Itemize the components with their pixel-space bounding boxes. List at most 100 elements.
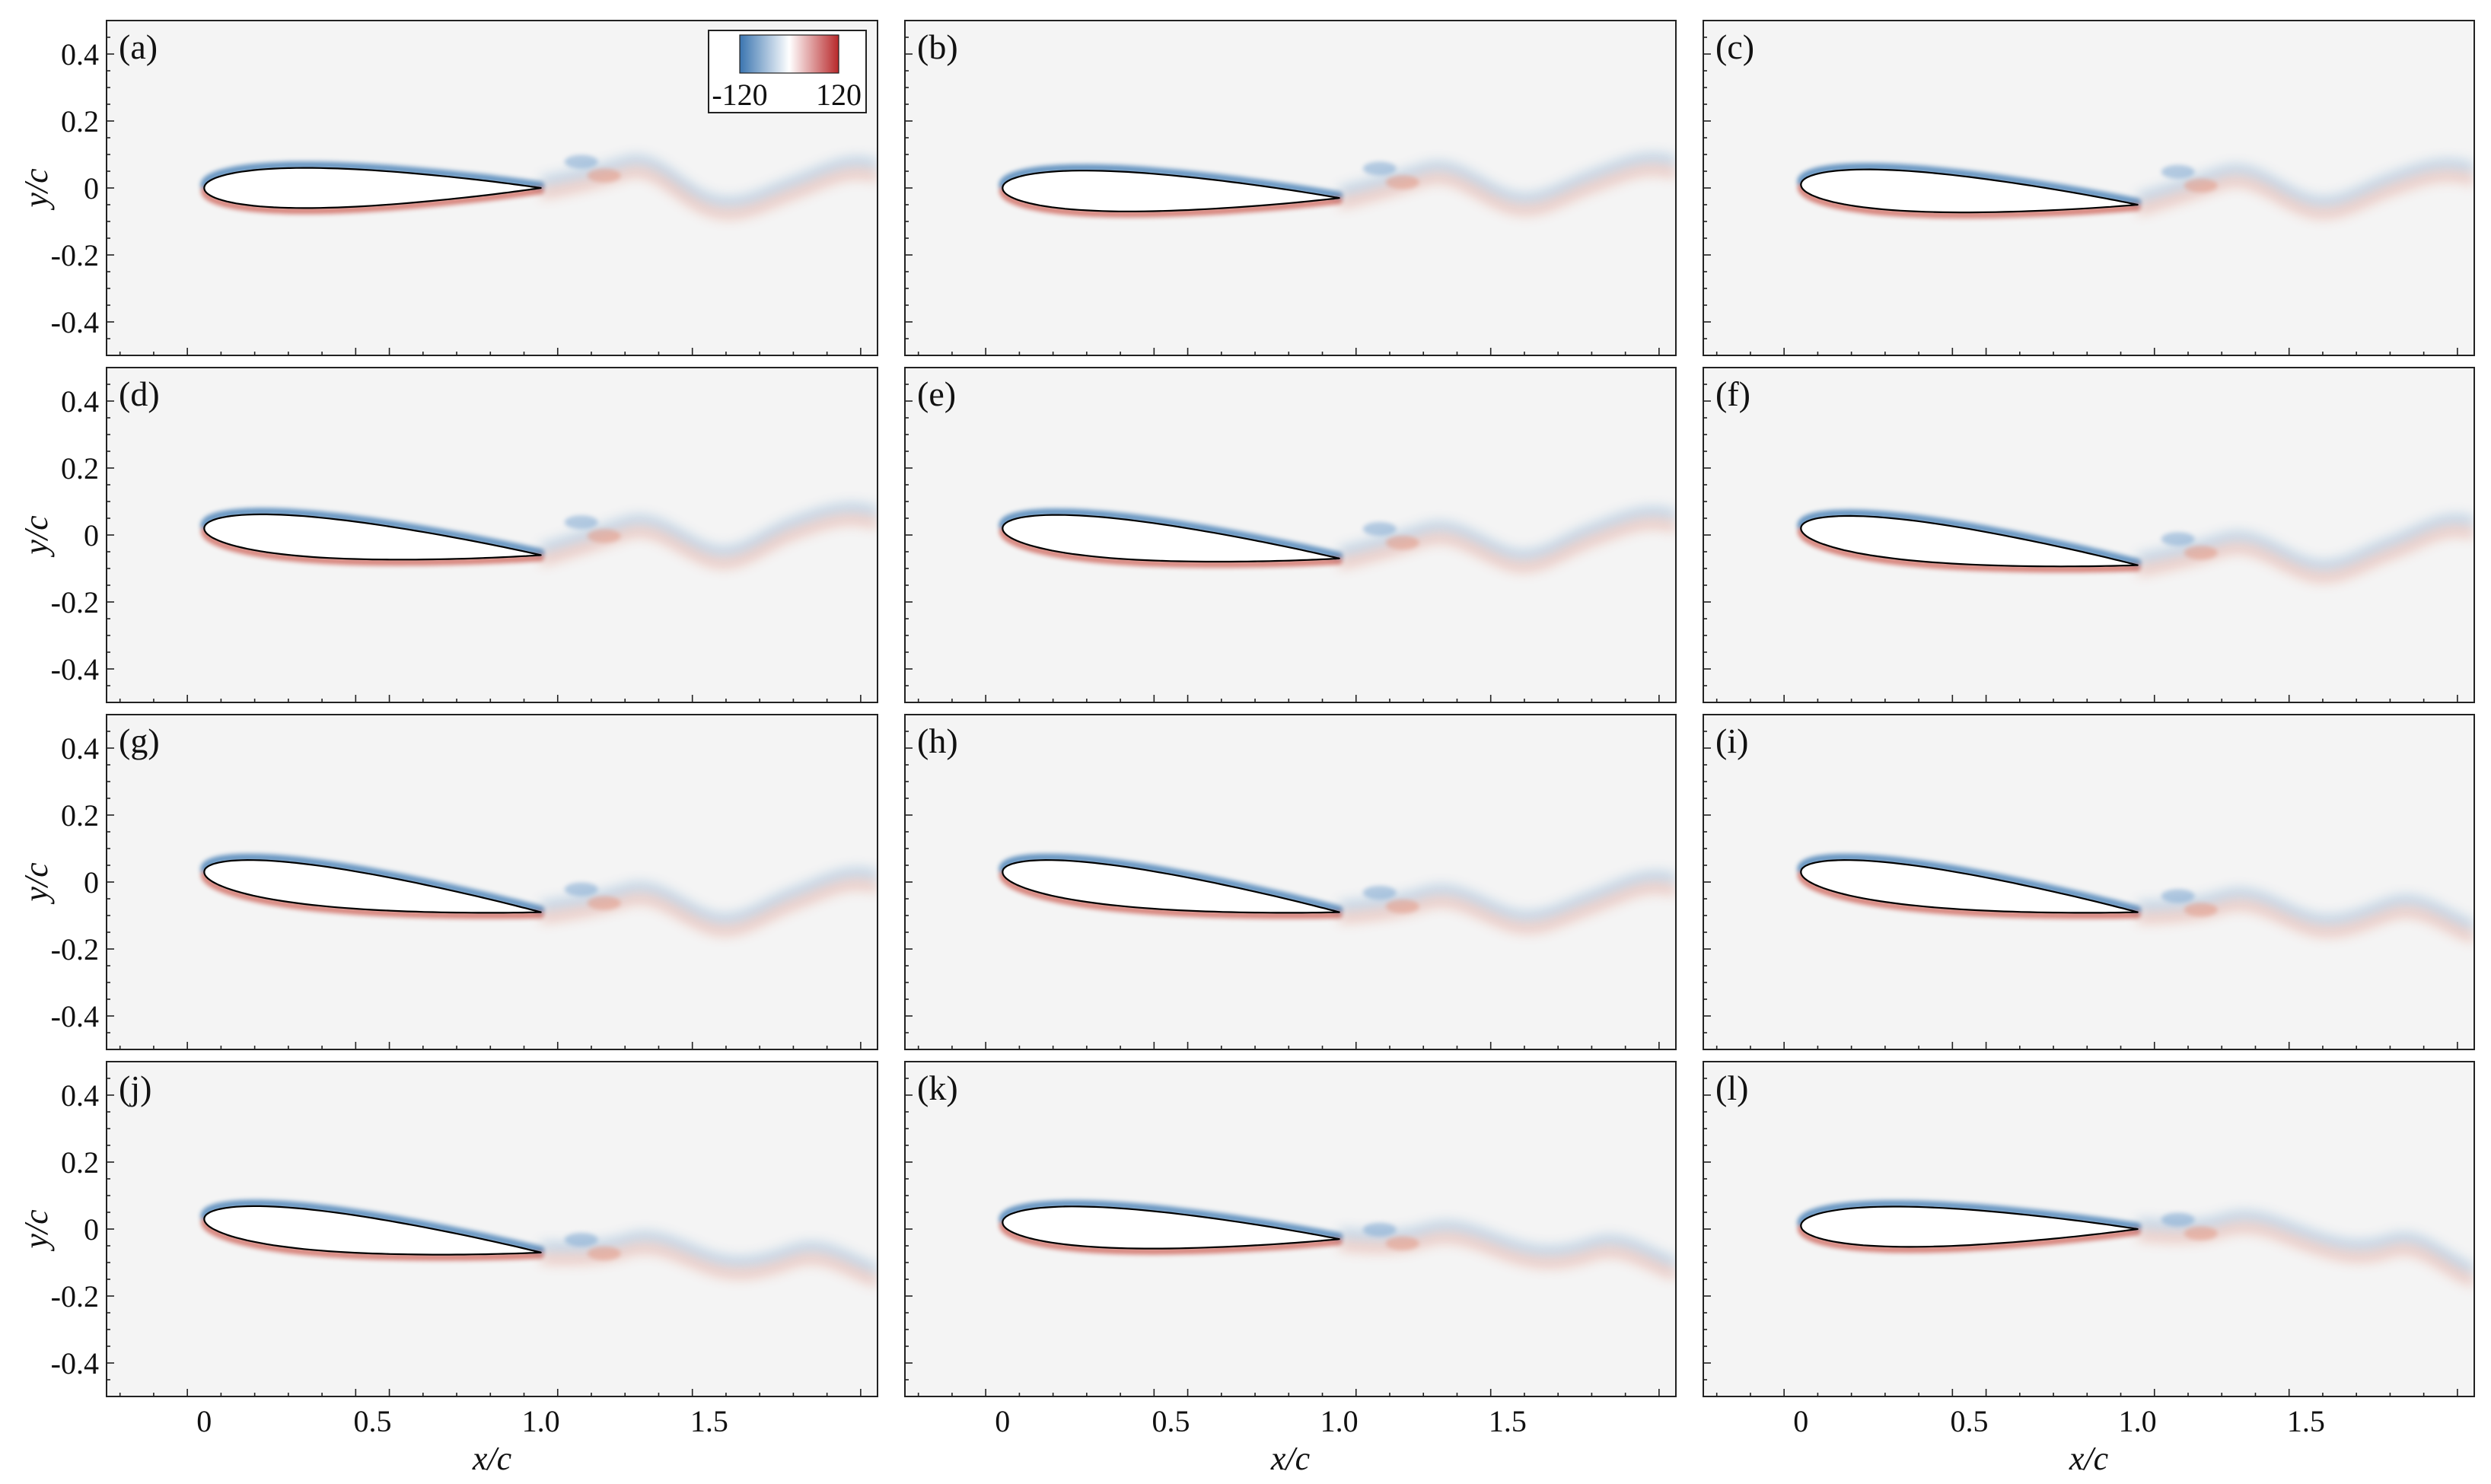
wake-vortex-blue [564, 154, 598, 169]
panel-label: (l) [1715, 1068, 1748, 1107]
x-tick-label: 1.0 [1320, 1404, 1359, 1438]
upper-shear-layer [999, 853, 1343, 914]
upper-shear-layer [999, 1199, 1343, 1240]
y-tick-label: 0.4 [61, 384, 99, 419]
wake-vortex-blue [2161, 532, 2195, 546]
y-axis-label: y/c [18, 1209, 55, 1252]
wake-vortex-red [587, 896, 621, 910]
wake-vortex-blue [564, 1233, 598, 1247]
wake-vortex-blue [2161, 1212, 2195, 1227]
wake-vortex-red [1385, 1236, 1419, 1250]
vorticity-field [999, 507, 1676, 572]
y-tick-label: -0.2 [51, 238, 99, 272]
airfoil [203, 167, 542, 209]
vorticity-field [999, 153, 1676, 218]
airfoil [1800, 858, 2139, 914]
upper-shear-layer [1797, 509, 2142, 567]
vorticity-field [1797, 509, 2474, 582]
y-tick-label: 0.2 [61, 451, 99, 486]
x-tick-label: 0 [995, 1404, 1010, 1438]
wake-vortex-red [587, 529, 621, 543]
y-tick-label: 0.4 [61, 1078, 99, 1113]
wake-vortex-red [1385, 900, 1419, 913]
y-tick-label: 0 [84, 171, 99, 205]
wake-vortex-red [1385, 175, 1419, 189]
lower-shear-layer [999, 871, 1343, 919]
panel-k: 0 0.5 1.0 1.5 x/c (k) [904, 1061, 1677, 1477]
airfoil [1800, 514, 2139, 568]
wake-vortex-blue [1362, 886, 1397, 900]
upper-shear-layer [1797, 853, 2142, 914]
panel-f: (f) [1703, 367, 2475, 703]
airfoil [1002, 514, 1340, 563]
vorticity-field [200, 154, 878, 219]
upper-shear-layer [999, 508, 1343, 560]
airfoil [1002, 858, 1340, 914]
lower-shear-layer [1797, 183, 2142, 219]
vorticity-field [1797, 159, 2474, 219]
vorticity-field [999, 1199, 1676, 1280]
vorticity-field [200, 1199, 878, 1287]
colorbar-max-label: 120 [816, 78, 862, 112]
airfoil [1002, 1205, 1340, 1250]
lower-shear-layer [1797, 527, 2142, 573]
upper-shear-layer [1797, 163, 2142, 206]
wake-vortex-blue [1362, 1222, 1397, 1237]
panel-label: (g) [119, 721, 160, 760]
lower-shear-layer [200, 187, 545, 215]
airfoil [203, 858, 542, 914]
wake-vortex-red [2184, 903, 2218, 917]
wake-positive-vorticity [1338, 165, 1676, 215]
upper-shear-layer [200, 161, 545, 189]
x-tick-label: 1.5 [2287, 1404, 2325, 1438]
panel-a: 0.4 0.2 0 -0.2 -0.4 y/c (a) -120 120 [18, 20, 878, 356]
wake-vortex-red [587, 168, 621, 183]
upper-shear-layer [1797, 1200, 2142, 1231]
lower-shear-layer [200, 871, 545, 919]
upper-shear-layer [200, 853, 545, 914]
panel-h: (h) [904, 714, 1677, 1050]
lower-shear-layer [999, 187, 1343, 218]
x-tick-label: 0.5 [1152, 1404, 1190, 1438]
y-axis-label: y/c [18, 168, 55, 211]
lower-shear-layer [200, 1218, 545, 1261]
panel-label: (j) [119, 1068, 151, 1107]
wake-vortex-blue [1362, 161, 1397, 176]
x-tick-label: 0.5 [1950, 1404, 1988, 1438]
panel-label: (h) [917, 721, 958, 760]
lower-shear-layer [1797, 871, 2142, 919]
y-tick-label: -0.4 [51, 1346, 99, 1381]
colorbar-min-label: -120 [712, 78, 767, 112]
vorticity-field [999, 853, 1676, 933]
vorticity-field [1797, 1200, 2474, 1287]
x-tick-label: 1.5 [690, 1404, 728, 1438]
y-tick-label: -0.2 [51, 1279, 99, 1314]
panel-label: (e) [917, 374, 956, 413]
panel-l: 0 0.5 1.0 1.5 x/c (l) [1703, 1061, 2475, 1477]
wake-negative-vorticity [2136, 1211, 2474, 1275]
upper-shear-layer [999, 164, 1343, 199]
wake-vortex-blue [564, 882, 598, 896]
wake-negative-vorticity [2137, 888, 2474, 931]
colorbar: -120 120 [708, 30, 867, 113]
airfoil [1800, 168, 2139, 214]
y-tick-label: 0.4 [61, 731, 99, 766]
lower-shear-layer [1797, 1224, 2142, 1253]
x-tick-label: 0.5 [353, 1404, 391, 1438]
vorticity-field [200, 503, 878, 568]
lower-shear-layer [200, 527, 545, 566]
wake-negative-vorticity [540, 1231, 878, 1275]
x-tick-label: 0 [196, 1404, 212, 1438]
y-tick-label: -0.2 [51, 932, 99, 967]
wake-negative-vorticity [1338, 1221, 1676, 1268]
vorticity-field [1797, 853, 2474, 943]
wake-positive-vorticity [539, 514, 878, 568]
x-tick-label: 1.0 [2119, 1404, 2157, 1438]
y-axis-label: y/c [18, 862, 55, 905]
wake-vortex-red [2184, 1226, 2218, 1240]
y-tick-label: 0.4 [61, 37, 99, 72]
panel-b: (b) [904, 20, 1677, 356]
y-axis-label: y/c [18, 515, 55, 558]
y-tick-label: -0.4 [51, 305, 99, 339]
